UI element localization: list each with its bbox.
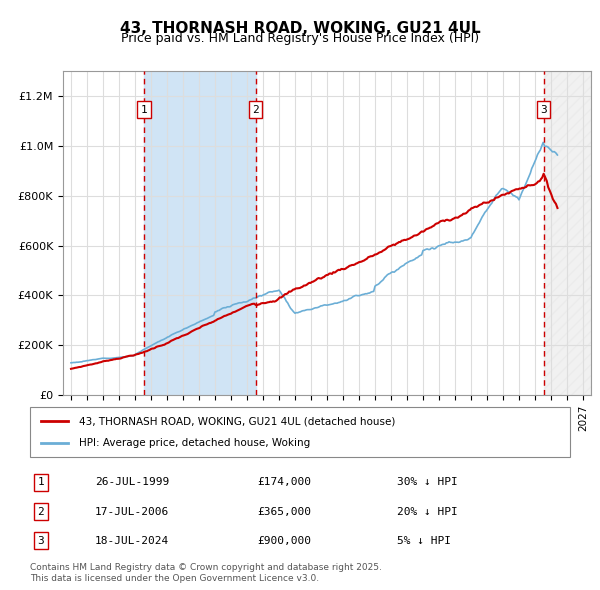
Text: 3: 3 [37, 536, 44, 546]
Text: 2: 2 [252, 105, 259, 114]
Text: 20% ↓ HPI: 20% ↓ HPI [397, 507, 458, 516]
Text: 5% ↓ HPI: 5% ↓ HPI [397, 536, 451, 546]
Text: Contains HM Land Registry data © Crown copyright and database right 2025.
This d: Contains HM Land Registry data © Crown c… [30, 563, 382, 583]
Bar [144, 71, 256, 395]
Text: 43, THORNASH ROAD, WOKING, GU21 4UL (detached house): 43, THORNASH ROAD, WOKING, GU21 4UL (det… [79, 416, 395, 426]
Text: 1: 1 [141, 105, 148, 114]
Text: 2: 2 [37, 507, 44, 516]
Text: £365,000: £365,000 [257, 507, 311, 516]
Text: 1: 1 [37, 477, 44, 487]
Text: £900,000: £900,000 [257, 536, 311, 546]
Text: HPI: Average price, detached house, Woking: HPI: Average price, detached house, Woki… [79, 438, 310, 448]
Text: 30% ↓ HPI: 30% ↓ HPI [397, 477, 458, 487]
Text: 18-JUL-2024: 18-JUL-2024 [95, 536, 169, 546]
Bar [544, 71, 591, 395]
Text: 43, THORNASH ROAD, WOKING, GU21 4UL: 43, THORNASH ROAD, WOKING, GU21 4UL [119, 21, 481, 35]
Text: Price paid vs. HM Land Registry's House Price Index (HPI): Price paid vs. HM Land Registry's House … [121, 32, 479, 45]
Text: 17-JUL-2006: 17-JUL-2006 [95, 507, 169, 516]
FancyBboxPatch shape [30, 407, 570, 457]
Text: 26-JUL-1999: 26-JUL-1999 [95, 477, 169, 487]
Text: £174,000: £174,000 [257, 477, 311, 487]
Text: 3: 3 [540, 105, 547, 114]
